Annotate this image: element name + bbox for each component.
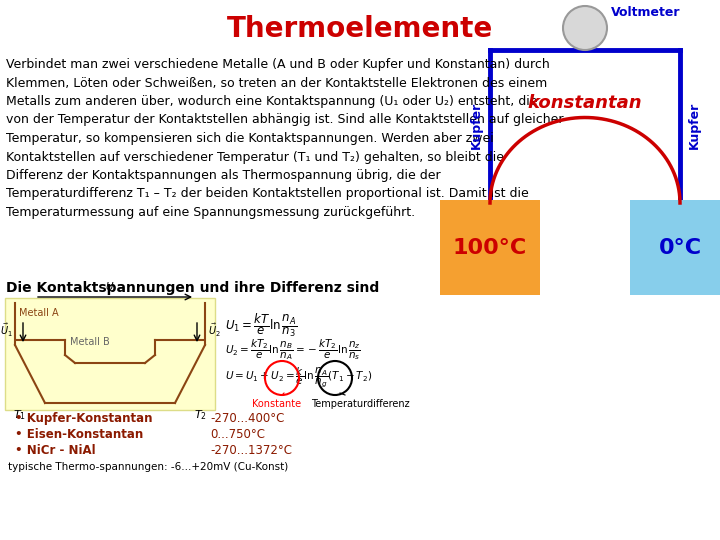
Text: -270...400°C: -270...400°C: [210, 412, 284, 425]
Text: • Kupfer-Konstantan: • Kupfer-Konstantan: [15, 412, 153, 425]
Text: Kontaktstellen auf verschiedener Temperatur (T₁ und T₂) gehalten, so bleibt die: Kontaktstellen auf verschiedener Tempera…: [6, 151, 504, 164]
Text: Temperaturdifferenz: Temperaturdifferenz: [311, 399, 409, 409]
Text: Kupfer: Kupfer: [688, 102, 701, 148]
Text: $T_2$: $T_2$: [194, 408, 207, 422]
Text: 0...750°C: 0...750°C: [210, 428, 265, 441]
Text: Die Kontaktspannungen und ihre Differenz sind: Die Kontaktspannungen und ihre Differenz…: [6, 281, 379, 295]
Text: Klemmen, Löten oder Schweißen, so treten an der Kontaktstelle Elektronen des ein: Klemmen, Löten oder Schweißen, so treten…: [6, 77, 547, 90]
Text: • NiCr - NiAl: • NiCr - NiAl: [15, 444, 96, 457]
Text: Temperaturdifferenz T₁ – T₂ der beiden Kontaktstellen proportional ist. Damit is: Temperaturdifferenz T₁ – T₂ der beiden K…: [6, 187, 528, 200]
Text: Metall A: Metall A: [19, 308, 58, 318]
Text: Verbindet man zwei verschiedene Metalle (A und B oder Kupfer und Konstantan) dur: Verbindet man zwei verschiedene Metalle …: [6, 58, 550, 71]
Text: $U_1 = \dfrac{kT}{e}\ln\dfrac{n_A}{n_3}$: $U_1 = \dfrac{kT}{e}\ln\dfrac{n_A}{n_3}$: [225, 312, 297, 339]
Text: 0°C: 0°C: [658, 238, 701, 258]
Text: Temperatur, so kompensieren sich die Kontaktspannungen. Werden aber zwei: Temperatur, so kompensieren sich die Kon…: [6, 132, 494, 145]
Text: $T_1$: $T_1$: [14, 408, 27, 422]
Text: konstantan: konstantan: [528, 94, 642, 112]
Text: 100°C: 100°C: [453, 238, 527, 258]
Text: Metall B: Metall B: [70, 337, 109, 347]
Text: Konstante: Konstante: [253, 399, 302, 409]
Text: $U = U_1 + U_2 = \dfrac{k}{e}\ln\dfrac{n_A}{n_g}(T_1 - T_2)$: $U = U_1 + U_2 = \dfrac{k}{e}\ln\dfrac{n…: [225, 365, 372, 389]
Bar: [440, 200, 540, 295]
Text: Voltmeter: Voltmeter: [611, 6, 680, 19]
Circle shape: [563, 6, 607, 50]
Bar: [630, 200, 720, 295]
Text: Kupfer: Kupfer: [469, 102, 482, 148]
Text: $\vec{U}_2$: $\vec{U}_2$: [208, 321, 221, 339]
FancyBboxPatch shape: [5, 298, 215, 410]
Text: • Eisen-Konstantan: • Eisen-Konstantan: [15, 428, 143, 441]
Text: $\vec{U}_1$: $\vec{U}_1$: [0, 321, 13, 339]
Text: Differenz der Kontaktspannungen als Thermospannung übrig, die der: Differenz der Kontaktspannungen als Ther…: [6, 169, 441, 182]
Text: typische Thermo-spannungen: -6...+20mV (Cu-Konst): typische Thermo-spannungen: -6...+20mV (…: [8, 462, 288, 472]
Text: $U_2 = \dfrac{kT_2}{e}\ln\dfrac{n_B}{n_A} = -\dfrac{kT_2}{e}\ln\dfrac{n_z}{n_s}$: $U_2 = \dfrac{kT_2}{e}\ln\dfrac{n_B}{n_A…: [225, 337, 361, 362]
Text: Thermoelemente: Thermoelemente: [227, 15, 493, 43]
Text: -270...1372°C: -270...1372°C: [210, 444, 292, 457]
Text: $U$: $U$: [105, 280, 114, 292]
Text: von der Temperatur der Kontaktstellen abhängig ist. Sind alle Kontaktstellen auf: von der Temperatur der Kontaktstellen ab…: [6, 113, 564, 126]
Text: Metalls zum anderen über, wodurch eine Kontaktspannung (U₁ oder U₂) entsteht, di: Metalls zum anderen über, wodurch eine K…: [6, 95, 538, 108]
Text: Temperaturmessung auf eine Spannungsmessung zurückgeführt.: Temperaturmessung auf eine Spannungsmess…: [6, 206, 415, 219]
